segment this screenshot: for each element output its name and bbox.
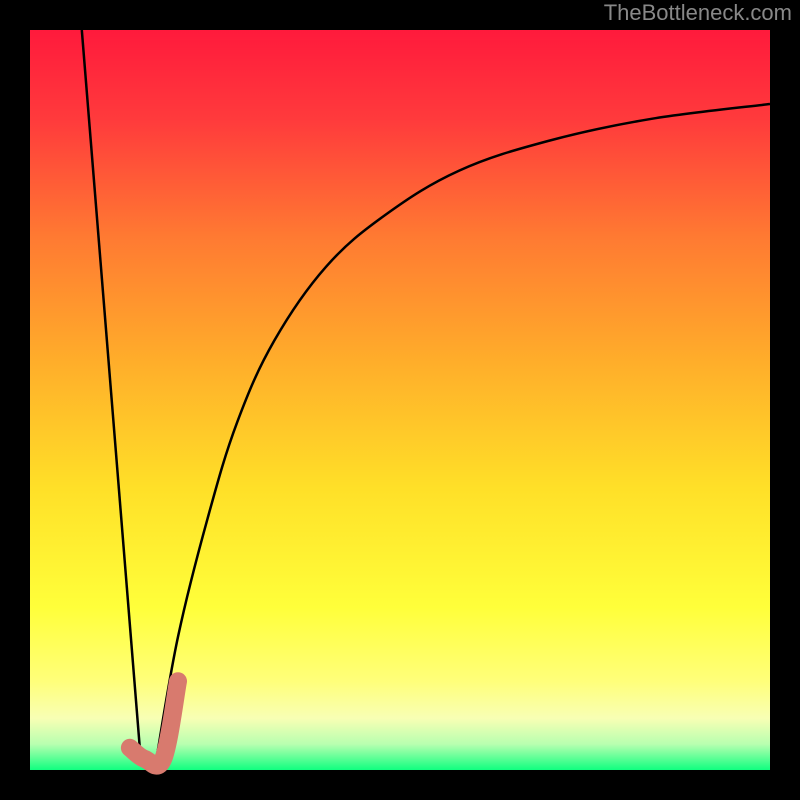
chart-svg bbox=[0, 0, 800, 800]
bottleneck-chart: TheBottleneck.com bbox=[0, 0, 800, 800]
chart-background bbox=[30, 30, 770, 770]
